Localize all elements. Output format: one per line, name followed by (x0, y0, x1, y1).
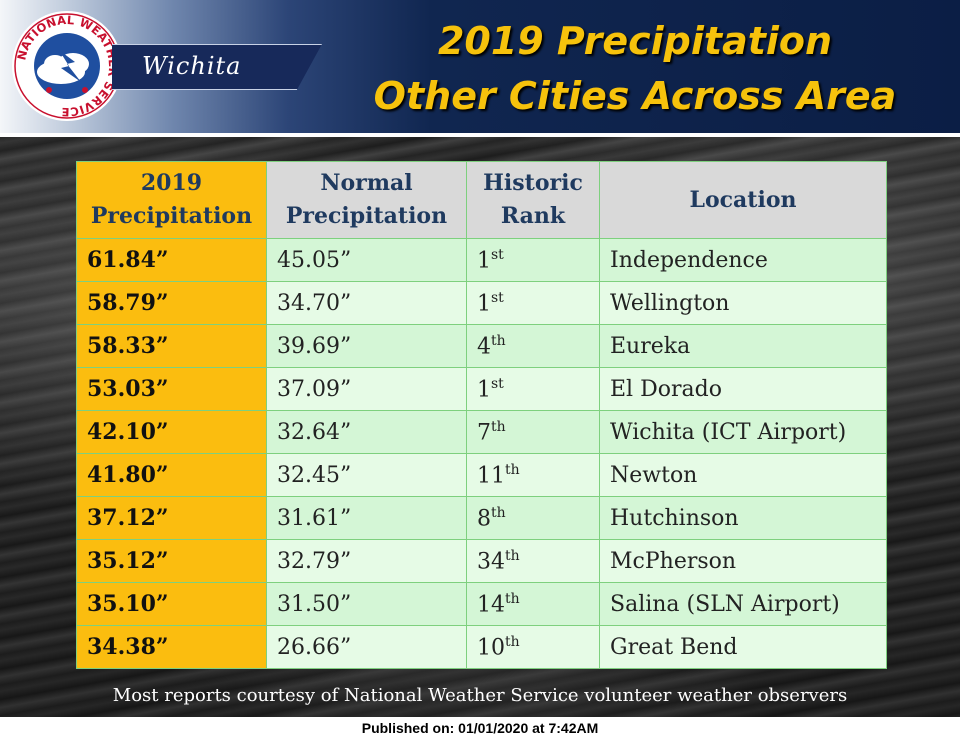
cell-normal-precip: 39.69” (266, 324, 467, 368)
published-timestamp: Published on: 01/01/2020 at 7:42AM (0, 717, 960, 740)
cell-location: Hutchinson (599, 496, 887, 540)
cell-rank: 8th (466, 496, 600, 540)
cell-2019-precip: 35.12” (76, 539, 267, 583)
cell-rank: 7th (466, 410, 600, 454)
cell-rank: 14th (466, 582, 600, 626)
cell-rank: 1st (466, 367, 600, 411)
cell-location: Newton (599, 453, 887, 497)
table-row: 35.10” 31.50” 14th Salina (SLN Airport) (76, 582, 887, 626)
cell-rank: 34th (466, 539, 600, 583)
cell-normal-precip: 31.61” (266, 496, 467, 540)
header-2019-precipitation: 2019 Precipitation (76, 161, 267, 239)
cell-location: Eureka (599, 324, 887, 368)
cell-location: Salina (SLN Airport) (599, 582, 887, 626)
table-row: 37.12” 31.61” 8th Hutchinson (76, 496, 887, 540)
cell-location: Wichita (ICT Airport) (599, 410, 887, 454)
cell-2019-precip: 58.79” (76, 281, 267, 325)
cell-rank: 4th (466, 324, 600, 368)
cell-location: Independence (599, 238, 887, 282)
cell-rank: 11th (466, 453, 600, 497)
table-row: 61.84” 45.05” 1st Independence (76, 238, 887, 282)
header-historic-rank: Historic Rank (466, 161, 600, 239)
cell-2019-precip: 37.12” (76, 496, 267, 540)
table-header-row: 2019 Precipitation Normal Precipitation … (76, 161, 887, 239)
cell-2019-precip: 35.10” (76, 582, 267, 626)
cell-normal-precip: 32.64” (266, 410, 467, 454)
cell-rank: 1st (466, 281, 600, 325)
cell-location: McPherson (599, 539, 887, 583)
cell-normal-precip: 37.09” (266, 367, 467, 411)
cell-location: Wellington (599, 281, 887, 325)
cell-rank: 10th (466, 625, 600, 669)
cell-2019-precip: 42.10” (76, 410, 267, 454)
table-row: 53.03” 37.09” 1st El Dorado (76, 367, 887, 411)
cell-normal-precip: 26.66” (266, 625, 467, 669)
cell-2019-precip: 53.03” (76, 367, 267, 411)
cell-2019-precip: 34.38” (76, 625, 267, 669)
precipitation-table: 2019 Precipitation Normal Precipitation … (76, 161, 887, 669)
cell-location: El Dorado (599, 367, 887, 411)
table-row: 58.79” 34.70” 1st Wellington (76, 281, 887, 325)
header-normal-precipitation: Normal Precipitation (266, 161, 467, 239)
cell-normal-precip: 34.70” (266, 281, 467, 325)
cell-normal-precip: 32.45” (266, 453, 467, 497)
office-name: Wichita (142, 52, 242, 80)
cell-normal-precip: 31.50” (266, 582, 467, 626)
table-row: 58.33” 39.69” 4th Eureka (76, 324, 887, 368)
table-row: 34.38” 26.66” 10th Great Bend (76, 625, 887, 669)
header-divider (0, 133, 960, 137)
cell-2019-precip: 41.80” (76, 453, 267, 497)
cell-2019-precip: 58.33” (76, 324, 267, 368)
page-title: 2019 Precipitation Other Cities Across A… (330, 14, 940, 124)
header-location: Location (599, 161, 887, 239)
table-row: 35.12” 32.79” 34th McPherson (76, 539, 887, 583)
table-row: 41.80” 32.45” 11th Newton (76, 453, 887, 497)
cell-normal-precip: 45.05” (266, 238, 467, 282)
cell-rank: 1st (466, 238, 600, 282)
courtesy-note: Most reports courtesy of National Weathe… (112, 685, 848, 706)
title-line-2: Other Cities Across Area (373, 74, 897, 118)
nws-logo: NATIONAL WEATHER SERVICE (12, 11, 122, 121)
office-banner (112, 44, 322, 90)
title-line-1: 2019 Precipitation (437, 19, 833, 63)
cell-normal-precip: 32.79” (266, 539, 467, 583)
cell-location: Great Bend (599, 625, 887, 669)
cell-2019-precip: 61.84” (76, 238, 267, 282)
table-row: 42.10” 32.64” 7th Wichita (ICT Airport) (76, 410, 887, 454)
